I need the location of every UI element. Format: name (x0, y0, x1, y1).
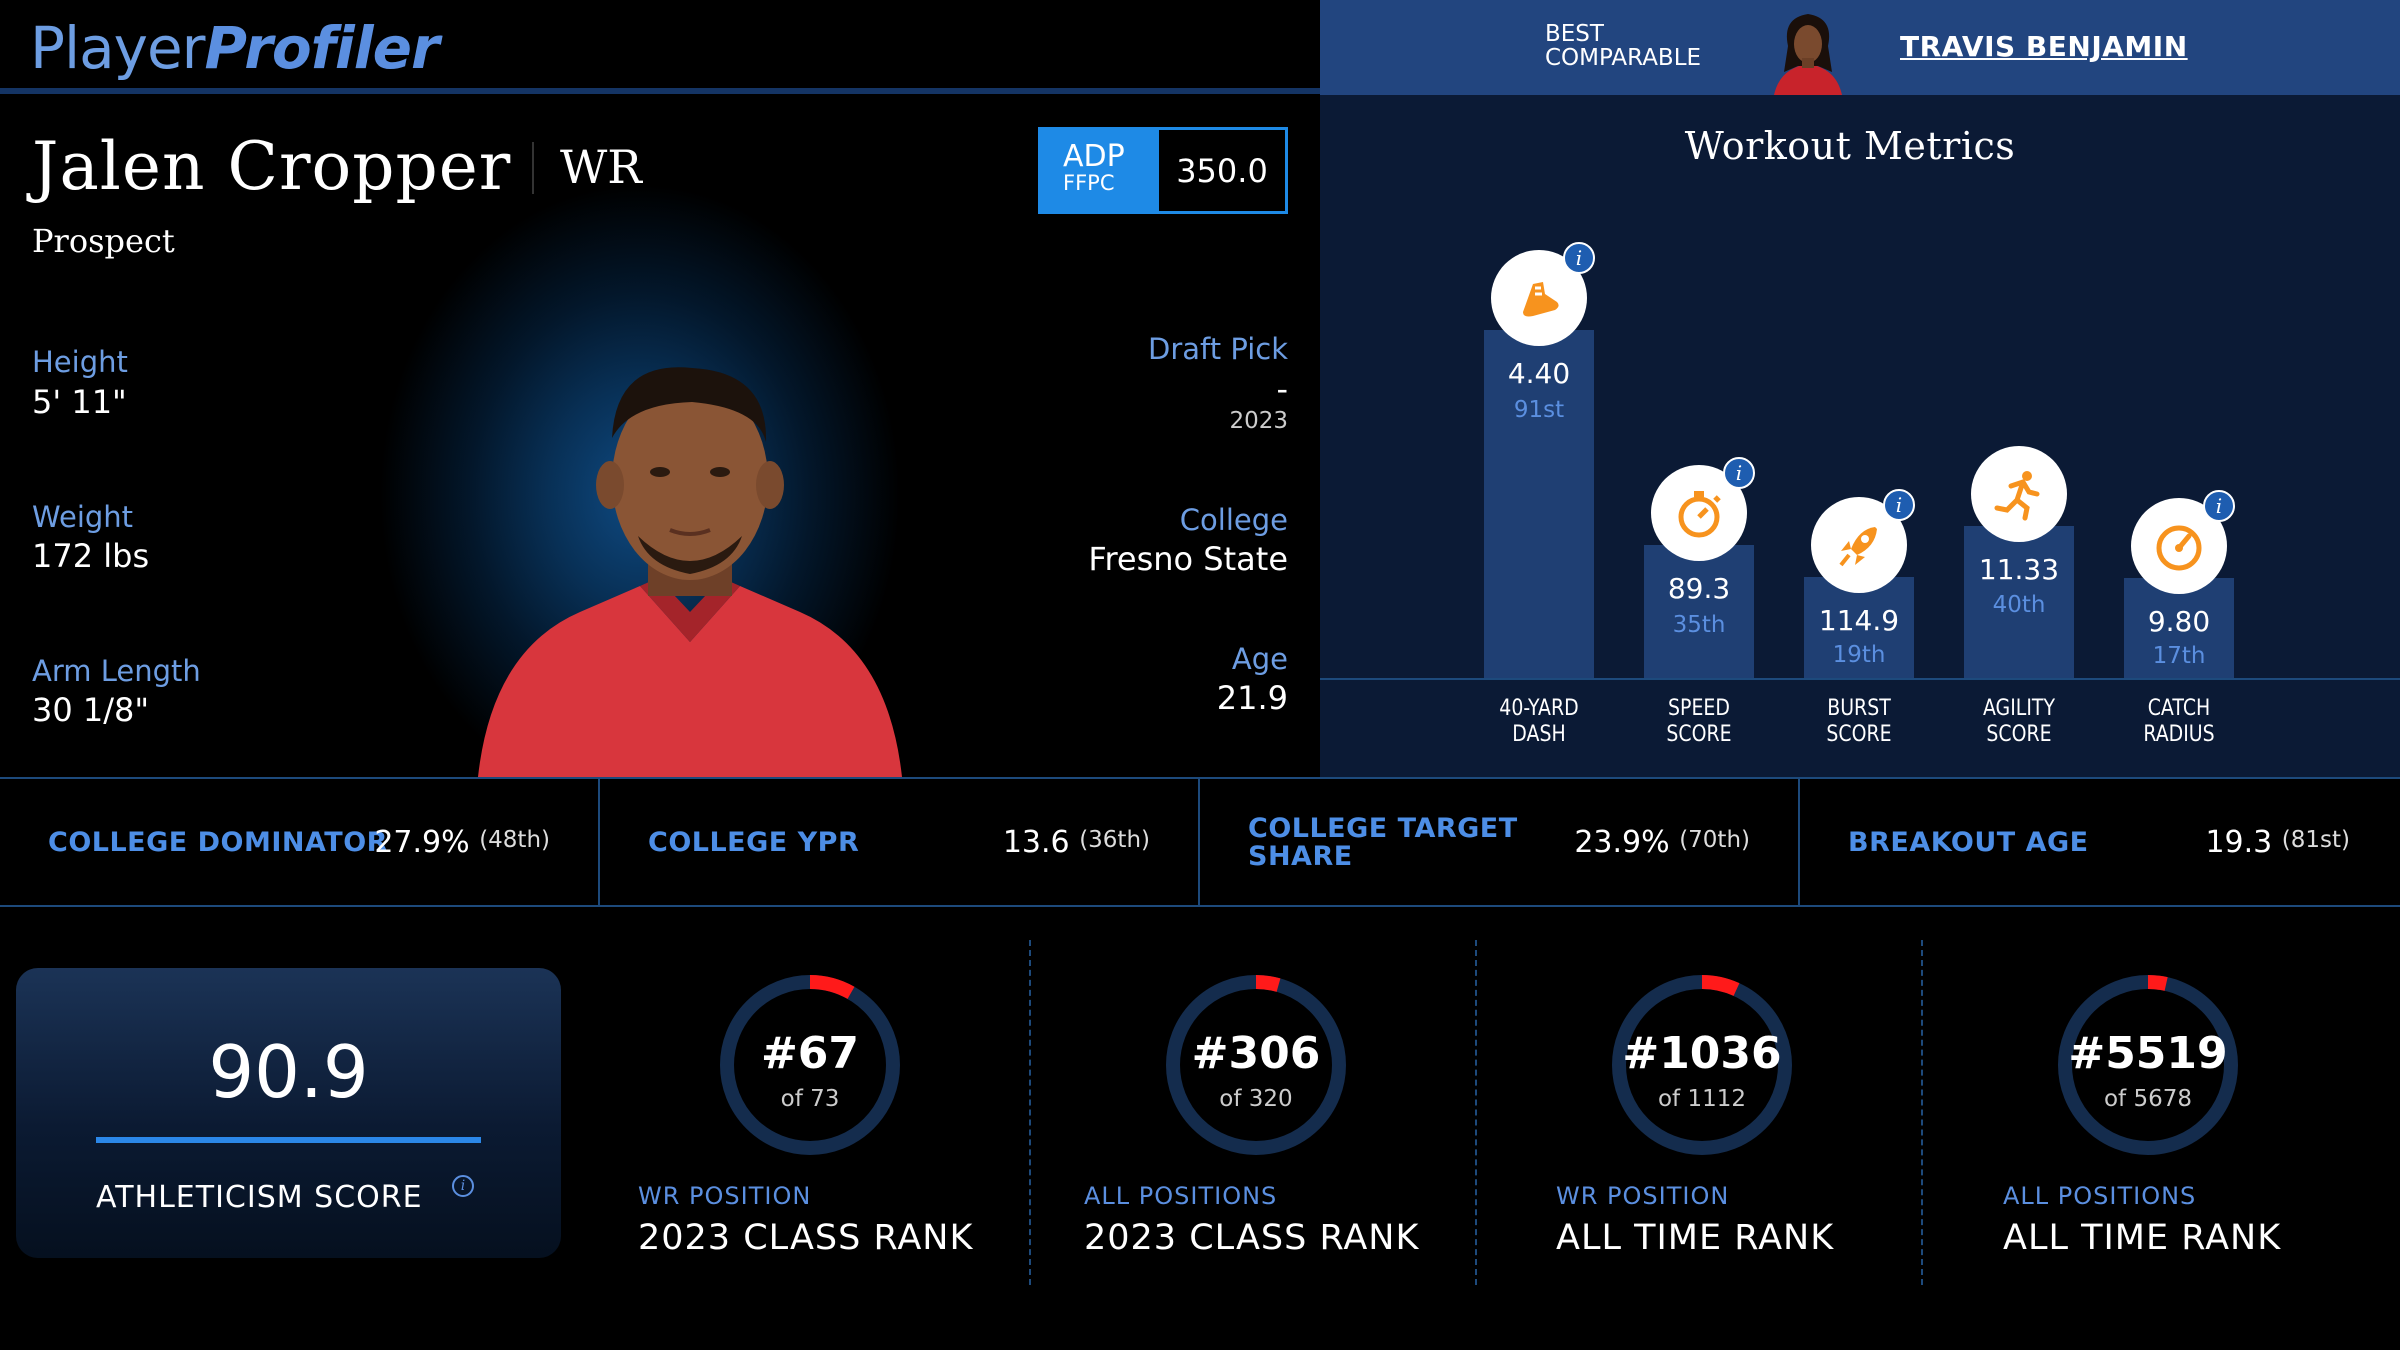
breakout-age-label: BREAKOUT AGE (1848, 827, 2089, 858)
player-position: WR (560, 140, 642, 194)
rank-ring (2058, 975, 2238, 1155)
arm-length-label: Arm Length (32, 654, 201, 688)
best-comparable-bar (1320, 0, 2400, 95)
metric-label: AGILITY SCORE (1982, 696, 2056, 747)
height-value: 5' 11" (32, 383, 127, 421)
metric-percentile: 91st (1513, 397, 1565, 423)
college-ypr-label: COLLEGE YPR (648, 827, 860, 858)
rank-subtitle: ALL POSITIONS (2003, 1182, 2197, 1210)
draft-year: 2023 (1229, 408, 1288, 434)
player-name: Jalen Cropper (32, 128, 512, 205)
metric-label: SPEED SCORE (1666, 696, 1732, 747)
name-separator (532, 142, 534, 194)
metric-value: 89.3 (1667, 572, 1731, 605)
rank-divider (1029, 940, 1031, 1285)
metric-value: 11.33 (1978, 553, 2060, 586)
metric-divider (1798, 777, 1800, 907)
rank-title: ALL TIME RANK (1556, 1218, 1835, 1258)
college-dominator-label: COLLEGE DOMINATOR (48, 827, 388, 858)
rank-total: of 1112 (1657, 1086, 1746, 1112)
metric-bar (1804, 577, 1914, 678)
player-photo (478, 367, 902, 777)
metric-percentile: 19th (1832, 642, 1886, 668)
athleticism-score-label: ATHLETICISM SCORE (96, 1180, 423, 1215)
height-label: Height (32, 345, 128, 379)
metric-value: 114.9 (1818, 604, 1900, 637)
metric-bar (1964, 526, 2074, 678)
college-ypr-value: 13.6 (36th) (1002, 825, 1150, 860)
rank-subtitle: WR POSITION (1556, 1182, 1730, 1210)
metric-percentile: 17th (2152, 643, 2206, 669)
metric-value: 9.80 (2147, 605, 2211, 638)
college-target-share-value: 23.9% (70th) (1574, 825, 1750, 860)
metric-divider (598, 777, 600, 907)
rank-number: #67 (760, 1028, 860, 1079)
metric-bar (1644, 545, 1754, 678)
running-person-icon (1971, 446, 2067, 542)
metric-percentile: 40th (1992, 592, 2046, 618)
rank-number: #1036 (1622, 1028, 1782, 1079)
rank-total: of 320 (1219, 1086, 1293, 1112)
draft-pick-label: Draft Pick (1148, 332, 1288, 366)
metric-bar (2124, 578, 2234, 678)
rank-subtitle: ALL POSITIONS (1084, 1182, 1278, 1210)
athleticism-card (16, 968, 561, 1258)
rank-divider (1475, 940, 1477, 1285)
playerprofiler-logo[interactable]: PlayerProfiler (30, 14, 440, 82)
arm-length-value: 30 1/8" (32, 691, 150, 729)
age-label: Age (1231, 642, 1288, 676)
athleticism-score-underline (96, 1137, 481, 1143)
age-value: 21.9 (1216, 679, 1288, 717)
metric-label: 40-YARD DASH (1499, 696, 1579, 747)
metric-label: CATCH RADIUS (2143, 696, 2215, 747)
workout-baseline (1320, 678, 2400, 680)
college-label: College (1179, 503, 1288, 537)
breakout-age-value: 19.3 (81st) (2205, 825, 2350, 860)
rank-number: #5519 (2068, 1028, 2228, 1079)
rank-subtitle: WR POSITION (638, 1182, 812, 1210)
adp-source: FFPC (1063, 171, 1115, 195)
college-dominator-value: 27.9% (48th) (374, 825, 550, 860)
workout-metrics-title: Workout Metrics (1684, 124, 2016, 168)
rank-total: of 5678 (2103, 1086, 2192, 1112)
college-target-share-label: COLLEGE TARGET SHARE (1248, 813, 1518, 872)
metric-label: BURST SCORE (1826, 696, 1892, 747)
metric-bar (1484, 330, 1594, 678)
info-icon[interactable]: i (452, 1175, 474, 1197)
rank-total: of 73 (780, 1086, 840, 1112)
rank-ring (1166, 975, 1346, 1155)
info-icon[interactable]: i (1723, 457, 1755, 489)
metric-divider (1198, 777, 1200, 907)
college-metrics-row (0, 777, 2400, 907)
rank-number: #306 (1191, 1028, 1321, 1079)
weight-value: 172 lbs (32, 537, 150, 575)
comparable-player-link[interactable]: TRAVIS BENJAMIN (1900, 30, 2188, 63)
rank-ring (1612, 975, 1792, 1155)
adp-value: 350.0 (1176, 151, 1268, 190)
info-icon[interactable]: i (1563, 242, 1595, 274)
rank-title: 2023 CLASS RANK (638, 1218, 974, 1258)
player-status: Prospect (32, 222, 175, 260)
metric-percentile: 35th (1672, 612, 1726, 638)
metric-value: 4.40 (1507, 357, 1571, 390)
rank-title: ALL TIME RANK (2003, 1218, 2282, 1258)
rank-title: 2023 CLASS RANK (1084, 1218, 1420, 1258)
weight-label: Weight (32, 500, 134, 534)
adp-label: ADP (1063, 139, 1125, 174)
comparable-player-avatar[interactable] (1762, 6, 1854, 95)
header-divider (0, 88, 1320, 94)
draft-pick-value: - (1276, 370, 1288, 408)
adp-badge: ADP FFPC 350.0 (1038, 127, 1288, 214)
best-comparable-label: BEST COMPARABLE (1545, 21, 1702, 71)
rank-divider (1921, 940, 1923, 1285)
rank-ring (720, 975, 900, 1155)
college-value: Fresno State (1088, 540, 1288, 578)
info-icon[interactable]: i (1883, 489, 1915, 521)
athleticism-score-value: 90.9 (208, 1030, 369, 1114)
info-icon[interactable]: i (2203, 490, 2235, 522)
